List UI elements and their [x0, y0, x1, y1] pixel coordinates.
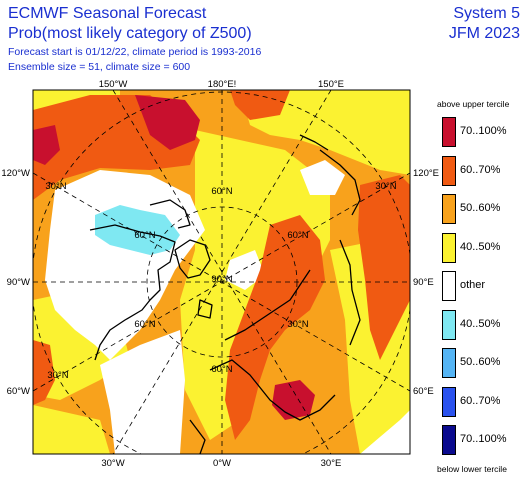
field-other-siberia [300, 160, 345, 195]
field-red-nw [33, 125, 60, 165]
legend-label-5: other [460, 279, 486, 291]
legend-label-6: 40..50% [460, 317, 501, 330]
lon-label-bottom-1: 30°W [101, 458, 124, 469]
lat-label-8: 60°N [211, 364, 232, 375]
legend-label-1: 70..100% [460, 125, 507, 137]
lat-label-7: 30°N [47, 370, 68, 381]
lon-label-top-2: 180°E! [208, 79, 237, 90]
lon-label-right-1: 120°E [413, 168, 439, 179]
lat-label-6: 60°N [134, 319, 155, 330]
coast-iceland [197, 299, 213, 319]
lon-label-top-1: 150°W [99, 79, 128, 90]
legend-swatch-1 [442, 117, 456, 147]
legend-label-2: 60..70% [460, 163, 501, 176]
coast-iberia [189, 419, 206, 454]
coast-siberia [319, 149, 361, 216]
field-other-pole [225, 250, 265, 290]
coast-arctic-islands [149, 199, 191, 229]
legend-below-title: below lower tercile [437, 464, 507, 474]
coast-north-america [89, 224, 176, 361]
field-other-se [360, 410, 410, 454]
field-orange-west [33, 340, 55, 405]
legend-label-7: 50..60% [460, 356, 501, 368]
lon-label-bottom-2: 0°W [213, 458, 231, 469]
title-line-1: ECMWF Seasonal Forecast [8, 5, 207, 22]
period-label: JFM 2023 [448, 25, 520, 42]
coast-asia-interior [339, 239, 361, 346]
forecast-info-line: Forecast start is 01/12/22, climate peri… [8, 46, 262, 58]
field-yellow-ne [240, 90, 410, 175]
lon-label-right-2: 90°E [413, 277, 434, 288]
legend-swatch-2 [442, 155, 456, 186]
map-field [33, 90, 410, 454]
field-cyan-canada [95, 205, 180, 255]
coastlines [89, 134, 361, 454]
title-line-2: Prob(most likely category of Z500) [8, 25, 252, 42]
lat-label-5: 60°N [287, 230, 308, 241]
lat-label-2: 60°N [211, 186, 232, 197]
legend-swatch-3 [442, 194, 456, 224]
legend-label-9: 70..100% [460, 433, 507, 445]
field-orange-asia [358, 175, 410, 360]
lon-label-top-3: 150°E [318, 79, 344, 90]
legend-swatch-6 [442, 309, 456, 340]
field-yellow-sw [33, 405, 110, 454]
field-other-atlantic [100, 330, 185, 454]
legend-swatch-9 [442, 425, 456, 455]
lon-label-left-2: 90°W [7, 277, 30, 288]
field-orange-north [230, 90, 290, 120]
coast-greenland [174, 239, 211, 279]
legend-swatch-5 [442, 271, 456, 301]
meridian-150e-30w [112, 90, 332, 454]
legend-swatch-8 [442, 386, 456, 417]
coast-scandinavia [224, 269, 311, 341]
field-orange-europe [225, 215, 325, 440]
lon-label-left-1: 120°W [1, 168, 30, 179]
field-red-aleutian [135, 95, 200, 150]
legend-swatch-7 [442, 348, 456, 378]
legend-label-4: 40..50% [460, 240, 501, 253]
system-label: System 5 [453, 5, 520, 22]
legend-label-8: 60..70% [460, 394, 501, 407]
meridian-150w-30e [112, 90, 332, 454]
graticule [33, 90, 410, 454]
lat-label-3: 60°N [134, 230, 155, 241]
map-frame [32, 89, 411, 455]
legend-label-3: 50..60% [460, 202, 501, 214]
lat-label-4: 30°N [375, 181, 396, 192]
coast-europe [209, 359, 336, 421]
lat-label-1: 30°N [45, 181, 66, 192]
lon-label-bottom-3: 30°E [321, 458, 342, 469]
lon-label-left-3: 60°W [7, 386, 30, 397]
ensemble-info-line: Ensemble size = 51, climate size = 600 [8, 61, 191, 73]
lat-label-9: 30°N [287, 319, 308, 330]
lon-label-right-3: 60°E [413, 386, 434, 397]
coast-bering [299, 134, 329, 151]
legend-above-title: above upper tercile [437, 99, 510, 109]
pole-label: 90°N [211, 274, 232, 285]
legend-swatch-4 [442, 232, 456, 263]
meridian-60w-120e [33, 172, 410, 392]
